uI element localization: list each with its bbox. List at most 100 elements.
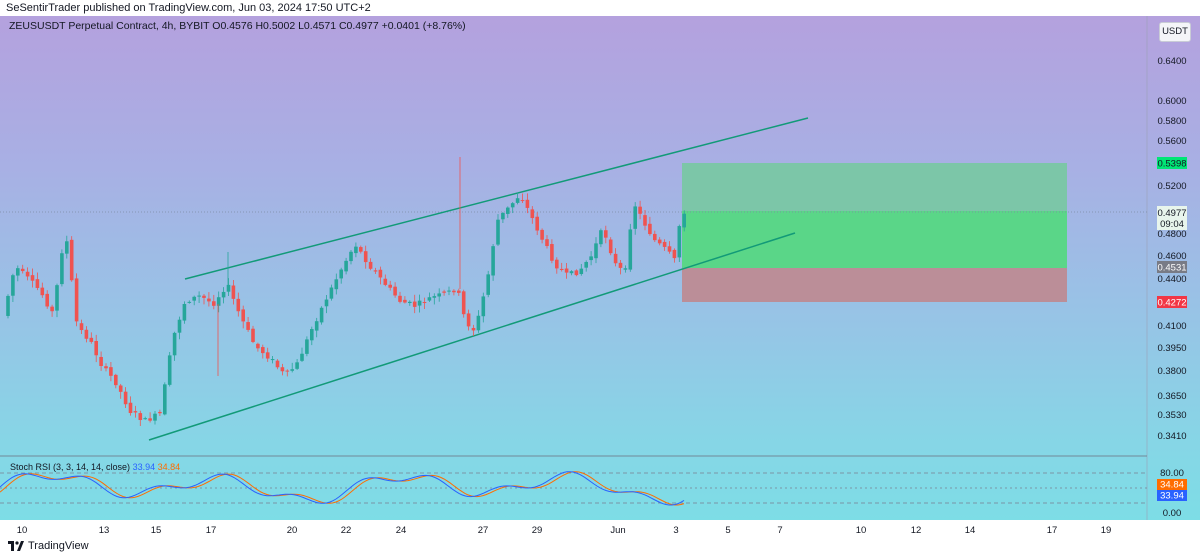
candle-body [192,296,196,301]
candle-body [501,213,505,220]
candle-body [187,301,192,303]
candle-body [236,298,241,312]
stoch-rsi-title: Stoch RSI (3, 3, 14, 14, close) [10,462,131,472]
candle-body [613,253,618,264]
candle-body [550,244,554,261]
target-price-tag: 0.5398 [1157,157,1187,170]
channel-lower-line[interactable] [148,232,796,441]
candle-body [442,291,446,293]
candle-body [241,309,245,322]
candle-body [60,253,64,285]
candle-body [422,302,427,304]
symbol-legend: ZEUSUSDT Perpetual Contract, 4h, BYBIT O… [9,20,466,32]
tradingview-logo-icon [8,541,24,551]
candle-body [383,278,388,285]
candle-body [212,301,216,306]
svg-text:34.84: 34.84 [1160,480,1184,491]
rsi-level-0: 0.00 [1163,508,1182,519]
candle-body [633,206,637,229]
candle-body [545,239,549,247]
candle-body [138,413,143,421]
candle-body [310,329,314,341]
time-tick-label: 27 [478,525,489,536]
candle-body [270,359,275,361]
time-tick-label: 17 [206,525,217,536]
candle-body [300,353,304,361]
candle-body [109,367,113,376]
target-zone-lower [682,211,1067,268]
time-tick-label: 22 [341,525,352,536]
candle-body [388,284,392,288]
stop-price-tag: 0.4272 [1157,296,1187,309]
candle-body [574,270,579,276]
tradingview-brand[interactable]: TradingView [8,540,89,552]
price-tick-label: 0.5600 [1157,136,1186,147]
candle-body [378,269,383,278]
entry-price-tag: 0.4531 [1157,261,1187,274]
price-tick-label: 0.3650 [1157,391,1186,402]
candle-body [305,339,309,354]
candle-body [525,199,530,208]
candle-body [285,370,290,372]
candle-body [535,216,539,231]
time-tick-label: 12 [911,525,922,536]
time-tick-label: 14 [965,525,976,536]
time-tick-label: 20 [287,525,298,536]
chart-area[interactable]: 0.6400 0.6000 0.5800 0.5600 0.5200 0.4800 0.46… [0,16,1200,520]
candle-body [94,340,98,356]
candle-body [520,200,525,202]
target-zone-upper [682,163,1067,211]
time-axis[interactable]: 10 13 15 17 20 22 24 27 29 Jun 3 5 7 10 12 14 17 19 [0,520,1200,540]
candle-body [432,296,437,298]
candle-body [368,261,373,269]
candle-body [207,298,211,302]
candle-body [559,268,564,270]
currency-button[interactable]: USDT [1159,22,1191,42]
time-tick-label: 10 [856,525,867,536]
candle-body [246,322,250,330]
price-tick-label: 0.6000 [1157,96,1186,107]
candle-body [427,297,432,301]
tradingview-brand-text: TradingView [28,540,89,552]
candle-body [118,385,123,392]
candle-body [653,233,657,241]
price-tick-label: 0.3800 [1157,366,1186,377]
candle-body [84,329,89,339]
candle-body [40,287,45,296]
candle-body [324,299,329,307]
candle-body [202,295,206,298]
candle-body [682,213,686,228]
candle-body [643,215,647,226]
candle-body [466,313,471,327]
price-tick-label: 0.3410 [1157,431,1186,442]
candle-body [599,230,603,245]
time-tick-label: 10 [17,525,28,536]
candle-body [437,293,441,297]
stoch-rsi-legend: Stoch RSI (3, 3, 14, 14, close) 33.94 34… [10,462,180,472]
channel-upper-line[interactable] [184,117,809,280]
candle-body [319,307,324,323]
candle-body [167,355,172,385]
candle-body [481,296,486,317]
price-chart[interactable]: 0.6400 0.6000 0.5800 0.5600 0.5200 0.4800 0.46… [0,16,1200,520]
candle-body [6,295,10,316]
candle-body [182,303,187,321]
time-tick-label: 13 [99,525,110,536]
candle-body [667,246,672,252]
candle-body [163,384,167,415]
candle-body [231,285,236,299]
time-tick-label: 5 [725,525,730,536]
svg-text:0.4272: 0.4272 [1157,298,1186,309]
candle-body [628,229,633,270]
candle-body [564,268,569,273]
stoch-rsi-k-value: 33.94 [132,462,156,472]
candle-body [329,287,334,299]
candle-body [99,356,103,367]
candle-body [589,256,593,261]
candle-body [471,327,476,331]
svg-text:0.5398: 0.5398 [1157,159,1186,170]
candle-body [623,268,628,270]
candle-body [334,279,339,290]
candle-body [45,293,49,307]
candle-body [530,209,535,219]
